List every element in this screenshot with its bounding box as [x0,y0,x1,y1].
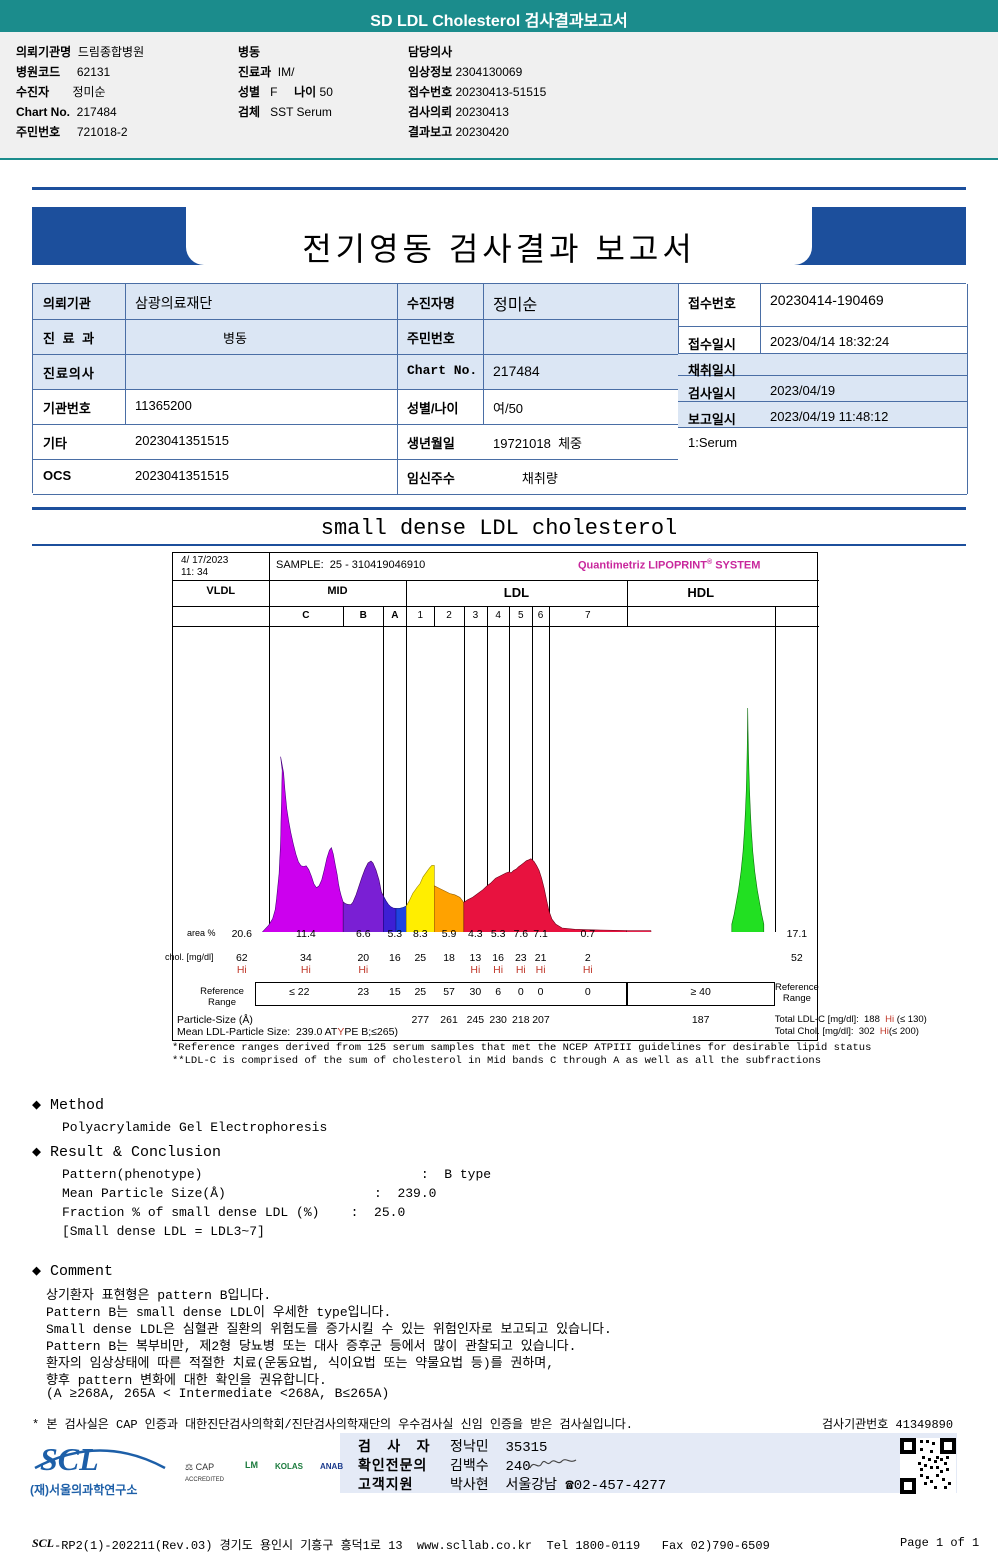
svg-text:SCL: SCL [40,1441,99,1477]
